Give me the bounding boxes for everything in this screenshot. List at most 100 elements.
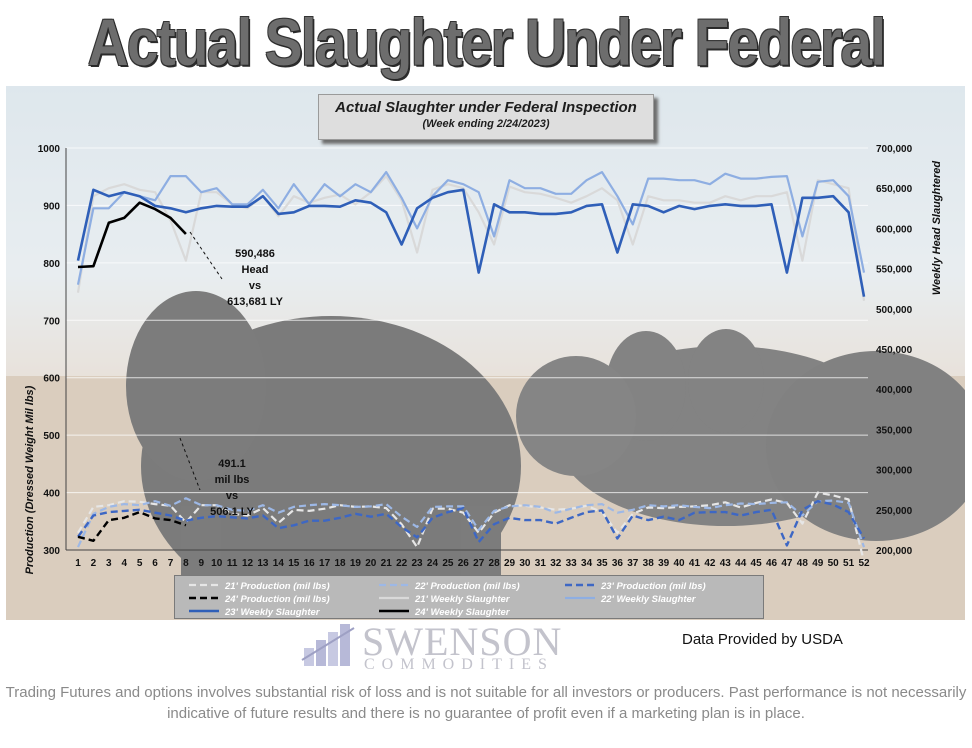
- x-tick: 7: [168, 558, 174, 569]
- x-tick: 41: [689, 558, 701, 569]
- x-tick: 51: [843, 558, 855, 569]
- x-tick: 31: [535, 558, 547, 569]
- legend-label: 23' Weekly Slaughter: [224, 607, 321, 618]
- legend: 21' Production (mil lbs) 22' Production (…: [174, 575, 764, 619]
- x-tick: 19: [350, 558, 362, 569]
- chart-title-box: Actual Slaughter under Federal Inspectio…: [318, 94, 654, 140]
- x-tick: 40: [673, 558, 685, 569]
- series-layer: [76, 171, 866, 562]
- series-line-5: [76, 171, 866, 285]
- swenson-logo: SWENSON COMMODITIES: [300, 619, 630, 674]
- legend-label: 24' Production (mil lbs): [224, 594, 330, 605]
- y-right-tick: 450,000: [876, 345, 913, 356]
- production-callout-line: [179, 437, 201, 491]
- x-tick: 35: [596, 558, 608, 569]
- y-left-tick: 800: [43, 259, 60, 270]
- x-tick: 10: [211, 558, 223, 569]
- left-tick-labels: 300 400 500 600 700 800 900 1000: [38, 144, 61, 557]
- y-left-tick: 500: [43, 431, 60, 442]
- y-right-tick: 550,000: [876, 265, 913, 276]
- logo-word-swenson: SWENSON: [362, 619, 563, 664]
- chart-subtitle: (Week ending 2/24/2023): [422, 118, 550, 130]
- y-left-tick: 900: [43, 201, 60, 212]
- cattle-silhouettes: [6, 291, 965, 620]
- y-left-tick: 300: [43, 546, 60, 557]
- head-annotation-value: 590,486: [235, 248, 275, 260]
- series-line-6: [76, 188, 866, 297]
- x-tick: 1: [75, 558, 81, 569]
- production-annotation-value: 491.1: [218, 458, 246, 470]
- x-tick: 12: [242, 558, 254, 569]
- x-tick: 52: [858, 558, 870, 569]
- disclaimer: Trading Futures and options involves sub…: [5, 684, 967, 722]
- x-tick: 6: [152, 558, 158, 569]
- x-tick: 11: [227, 558, 238, 569]
- x-tick: 45: [751, 558, 763, 569]
- x-tick: 39: [658, 558, 670, 569]
- x-tick: 42: [704, 558, 716, 569]
- x-tick: 14: [273, 558, 285, 569]
- x-tick: 26: [458, 558, 470, 569]
- x-tick: 33: [566, 558, 578, 569]
- x-tick: 15: [288, 558, 300, 569]
- y-right-tick: 600,000: [876, 224, 913, 235]
- bull-head: [126, 291, 266, 481]
- x-tick: 23: [411, 558, 423, 569]
- series-line-3: [77, 510, 187, 542]
- x-tick: 21: [381, 558, 393, 569]
- x-tick: 20: [365, 558, 377, 569]
- y-left-tick: 1000: [38, 144, 61, 155]
- legend-label: 21' Weekly Slaughter: [414, 594, 511, 605]
- legend-label: 21' Production (mil lbs): [224, 581, 330, 592]
- series-line-4: [76, 175, 866, 301]
- x-tick: 29: [504, 558, 516, 569]
- x-tick: 46: [766, 558, 778, 569]
- production-annotation-vs: vs: [226, 490, 238, 502]
- legend-label: 22' Weekly Slaughter: [600, 594, 697, 605]
- x-tick: 18: [334, 558, 346, 569]
- legend-label: 24' Weekly Slaughter: [414, 607, 511, 618]
- x-tick: 28: [489, 558, 501, 569]
- right-tick-labels: 200,000 250,000 300,000 350,000 400,000 450,0…: [876, 144, 913, 557]
- x-tick: 30: [519, 558, 531, 569]
- x-tick: 48: [797, 558, 809, 569]
- x-tick: 36: [612, 558, 624, 569]
- production-annotation-ly: 506.1 LY: [210, 506, 254, 518]
- y-right-label: Weekly Head Slaughtered: [931, 161, 943, 296]
- y-right-tick: 500,000: [876, 305, 913, 316]
- logo-bars-icon: [301, 624, 355, 666]
- cow-body: [516, 356, 636, 476]
- y-right-tick: 700,000: [876, 144, 913, 155]
- series-line-1: [77, 497, 866, 548]
- x-tick: 44: [735, 558, 747, 569]
- cattle-background-photo: [6, 86, 965, 620]
- y-left-tick: 600: [43, 374, 60, 385]
- x-tick: 22: [396, 558, 408, 569]
- x-tick: 37: [627, 558, 639, 569]
- y-right-tick: 300,000: [876, 466, 913, 477]
- x-tick: 3: [106, 558, 112, 569]
- series-line-2: [77, 500, 866, 547]
- x-tick: 2: [91, 558, 97, 569]
- x-tick: 17: [319, 558, 331, 569]
- x-tick: 49: [812, 558, 824, 569]
- y-right-tick: 200,000: [876, 546, 913, 557]
- x-tick: 27: [473, 558, 485, 569]
- head-annotation-ly: 613,681 LY: [227, 296, 284, 308]
- y-left-label: Production (Dressed Weight Mil lbs): [24, 385, 36, 574]
- legend-label: 23' Production (mil lbs): [600, 581, 706, 592]
- x-tick: 5: [137, 558, 143, 569]
- x-tick: 8: [183, 558, 189, 569]
- legend-label: 22' Production (mil lbs): [414, 581, 520, 592]
- x-tick: 32: [550, 558, 562, 569]
- y-left-tick: 700: [43, 316, 60, 327]
- chart-title: Actual Slaughter under Federal Inspectio…: [335, 99, 637, 116]
- production-annotation-unit: mil lbs: [215, 474, 250, 486]
- herd-body: [766, 351, 965, 541]
- x-tick-labels: 1 2 3 4 5 6 7 8 9 10 11 12 13 14 15 16 17 18 19 20 21 22 23 24 2…: [75, 558, 870, 569]
- data-source: Data Provided by USDA: [682, 631, 843, 648]
- head-callout-line: [189, 231, 223, 280]
- y-left-tick: 400: [43, 489, 60, 500]
- x-tick: 13: [257, 558, 269, 569]
